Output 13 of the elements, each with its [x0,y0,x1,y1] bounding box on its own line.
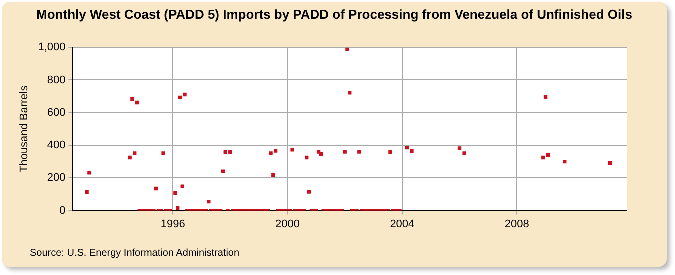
y-tick-label: 0 [60,204,66,217]
y-tick-label: 200 [47,172,66,184]
x-tick-label: 2008 [504,218,530,230]
y-tick-label: 400 [47,140,66,152]
x-tick-label: 2000 [276,218,300,230]
y-tick-label: 800 [47,74,66,86]
y-tick-label: 1,000 [38,42,66,54]
y-axis-title: Thousand Barrels [18,85,31,173]
source-note: Source: U.S. Energy Information Administration [30,248,240,259]
x-tick-label: 2004 [390,218,415,230]
y-tick-label: 600 [47,106,66,119]
chart-title: Monthly West Coast (PADD 5) Imports by PADD of Processing from Venezuela of Unfinished Oils [36,6,634,23]
x-tick-label: 1996 [160,218,186,230]
